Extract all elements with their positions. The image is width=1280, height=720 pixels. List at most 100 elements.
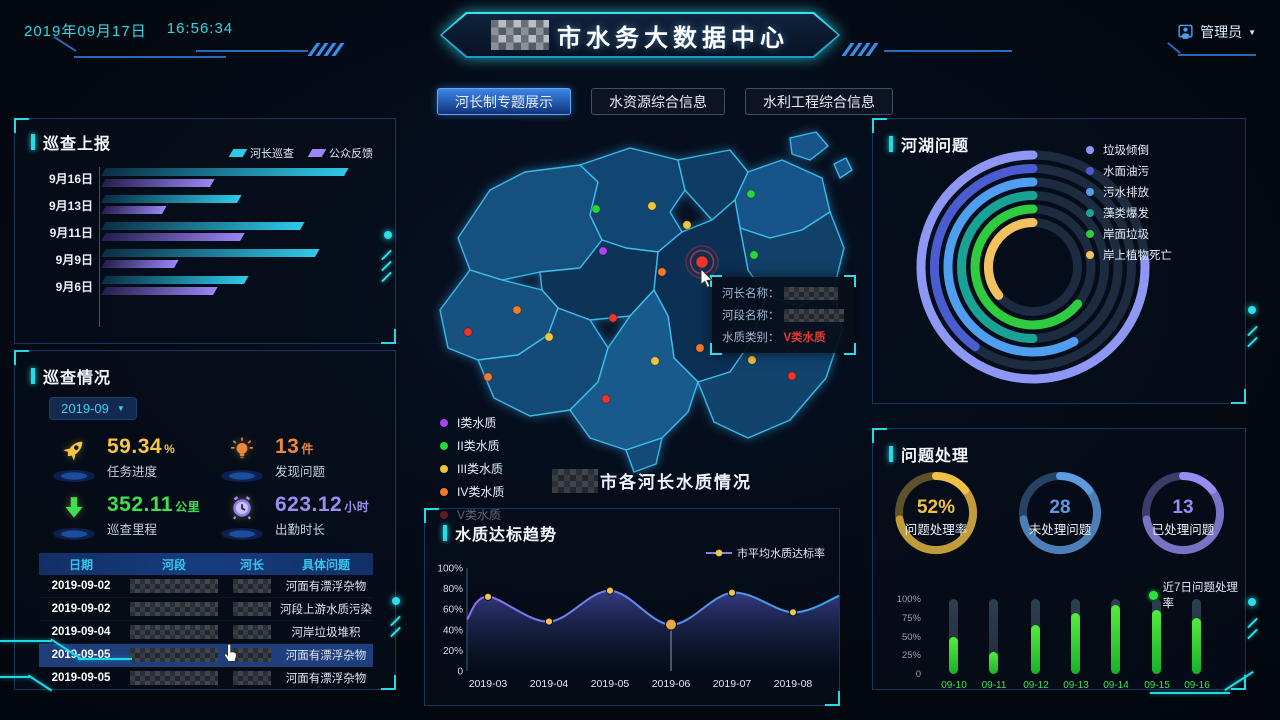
legend-swatch [228,149,248,157]
bars-xtick: 09-14 [1103,680,1129,691]
report-legend-item[interactable]: 河长巡查 [228,145,294,161]
radial-legend-item[interactable]: 藻类爆发 [1086,205,1172,221]
map-legend-item: II类水质 [440,437,504,454]
bars-legend-label: 近7日问题处理率 [1162,582,1238,610]
map-legend-item: III类水质 [440,460,504,477]
header-deco-line [884,50,1012,52]
bars-xtick: 09-12 [1023,680,1049,691]
map-point-III[interactable] [682,220,692,230]
table-cursor-icon [223,643,237,662]
status-ring-1: 28 未处理问题 [1014,467,1106,559]
trend-legend-label: 市平均水质达标率 [737,548,825,560]
map-point-V[interactable] [695,255,709,269]
report-bar-row: 9月16日 [29,167,349,189]
svg-text:2019-06: 2019-06 [652,678,691,690]
datetime: 2019年09月17日 16:56:34 [24,20,233,41]
bars-ytick: 25% [901,650,921,662]
svg-text:0: 0 [457,667,463,678]
table-row-0[interactable]: 2019-09-02 河面有漂浮杂物 [39,575,373,598]
deco-tick [1247,628,1258,640]
map-point-II[interactable] [749,250,759,260]
city-map [430,120,870,482]
radial-legend-item[interactable]: 垃圾倾倒 [1086,142,1172,158]
svg-text:40%: 40% [443,625,463,636]
radial-legend-item[interactable]: 污水排放 [1086,184,1172,200]
deco-circuit [0,676,30,678]
tab-1[interactable]: 水资源综合信息 [591,88,725,115]
report-legend-item[interactable]: 公众反馈 [307,145,373,161]
map-point-I[interactable] [598,246,608,256]
map-point-V[interactable] [463,327,473,337]
deco-circuit [1150,692,1230,694]
bars-xtick: 09-13 [1063,680,1089,691]
tooltip-row: 水质类别： V类水质 [722,332,826,344]
caption-censored-block [552,468,598,493]
report-bar-row: 9月11日 [29,221,348,243]
trend-legend[interactable]: 市平均水质达标率 [706,545,825,561]
map-legend-item: IV类水质 [440,483,504,500]
bars-xtick: 09-10 [941,680,967,691]
panel-inspection-report: 巡查上报 河长巡查 公众反馈 9月16日 9月13日 9月11日 9月9日 9月6日 [14,118,396,344]
tooltip-row: 河段名称： [722,307,844,323]
bars-xtick: 09-11 [981,680,1007,691]
map-point-IV[interactable] [657,267,667,277]
stat-bulb: 13 件发现问题 [219,435,325,483]
map-legend: I类水质II类水质III类水质IV类水质V类水质 [440,414,504,523]
status-ring-2: 13 已处理问题 [1137,467,1229,559]
header-title-frame: 市水务大数据中心 [440,12,840,58]
map-point-IV[interactable] [483,372,493,382]
month-select[interactable]: 2019-09 ▼ [49,397,137,420]
map-point-II[interactable] [591,204,601,214]
tab-2[interactable]: 水利工程综合信息 [745,88,893,115]
map-caption: 市各河长水质情况 [552,468,752,493]
map-point-IV[interactable] [695,343,705,353]
report-bar-row: 9月9日 [29,248,348,270]
svg-text:2019-04: 2019-04 [530,678,569,690]
radial-legend-item[interactable]: 岸上植物死亡 [1086,247,1172,263]
map-point-III[interactable] [747,355,757,365]
deco-circuit [0,640,52,642]
panel-river-issues: 河湖问题 垃圾倾倒 水面油污 污水排放 藻类爆发 岸面垃圾 岸上植物死亡 [872,118,1246,404]
daily-bar [989,599,998,674]
bars-legend[interactable]: 近7日问题处理率 [1149,579,1245,611]
deco-dot [1248,306,1256,314]
report-legend: 河长巡查 公众反馈 [228,145,373,161]
trend-legend-marker [706,549,732,557]
panel-title: 巡查上报 [31,130,111,154]
clock-icon [219,493,265,541]
table-row-3[interactable]: 2019-09-05 河面有漂浮杂物 [39,644,373,667]
date-deco-line [74,56,226,58]
map-point-V[interactable] [608,313,618,323]
report-axis [99,167,100,327]
map-point-IV[interactable] [512,305,522,315]
map-point-V[interactable] [787,371,797,381]
chevron-down-icon: ▼ [116,404,125,413]
map-point-III[interactable] [650,356,660,366]
table-row-4[interactable]: 2019-09-05 河面有漂浮杂物 [39,667,373,685]
map-point-III[interactable] [544,332,554,342]
svg-text:20%: 20% [443,646,463,657]
radial-legend-item[interactable]: 岸面垃圾 [1086,226,1172,242]
table-row-2[interactable]: 2019-09-04 河岸垃圾堆积 [39,621,373,644]
table-row-1[interactable]: 2019-09-02 河段上游水质污染 [39,598,373,621]
radial-legend-item[interactable]: 水面油污 [1086,163,1172,179]
table-header: 日期 河段 河长 具体问题 [39,553,373,575]
daily-bar [1111,599,1120,674]
stat-clock: 623.12 小时 出勤时长 [219,493,369,541]
bars-ytick: 0 [915,669,921,680]
arrow-down-icon [51,493,97,541]
svg-text:2019-05: 2019-05 [591,678,630,690]
panel-title: 巡查情况 [31,364,111,388]
bars-ytick: 50% [901,631,921,643]
admin-menu[interactable]: 管理员 ▼ [1177,22,1256,42]
map-tooltip: 河长名称： 河段名称： 水质类别： V类水质 [710,275,856,355]
map-point-II[interactable] [746,189,756,199]
bars-ytick: 100% [896,594,921,605]
bars-ytick: 75% [901,612,921,624]
tab-0[interactable]: 河长制专题展示 [437,88,571,115]
header-deco-slashes [307,43,345,56]
map-point-III[interactable] [647,201,657,211]
map-point-V[interactable] [601,394,611,404]
report-bar-row: 9月6日 [29,275,348,297]
header-deco-slashes [841,43,879,56]
